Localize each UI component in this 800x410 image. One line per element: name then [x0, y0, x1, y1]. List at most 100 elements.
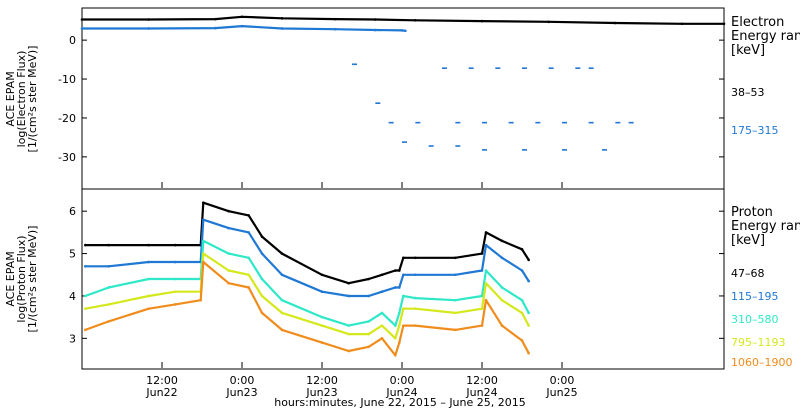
proton-series-2-point	[484, 269, 488, 272]
electron-series-1-scatter-point	[522, 149, 527, 151]
proton-series-3-point	[398, 324, 401, 327]
proton-legend-47-68: 47–68	[731, 267, 765, 280]
proton-legend-115-195: 115–195	[731, 290, 779, 303]
proton-series-2-point	[347, 324, 350, 327]
proton-series-2-point	[227, 252, 230, 255]
electron-series-0-point	[414, 18, 417, 22]
electron-series-0-line	[82, 15, 724, 25]
proton-series-4-point	[520, 339, 524, 342]
electron-series-1-scatter-point	[615, 121, 621, 124]
proton-series-0-point	[527, 258, 530, 262]
proton-series-0-point	[107, 243, 110, 247]
proton-series-4-point	[402, 324, 405, 327]
electron-series-0-point	[722, 22, 726, 26]
electron-series-1-point	[404, 29, 407, 33]
electron-series-1-line	[82, 25, 406, 32]
proton-series-4-point	[367, 345, 370, 349]
electron-series-1-scatter-point	[468, 67, 474, 69]
electron-legend-title-3: [keV]	[731, 43, 765, 58]
proton-series-1-point	[484, 243, 488, 247]
proton-series-4-point	[199, 298, 202, 302]
electron-series-1-point	[374, 28, 377, 32]
proton-series-4-point	[347, 349, 350, 353]
time-x-axis: 12:00Jun220:00Jun2312:00Jun230:00Jun2412…	[145, 182, 578, 399]
x-tick-time-2: 12:00	[306, 374, 338, 387]
electron-series-1-scatter-point	[508, 121, 514, 124]
proton-series-3-point	[520, 311, 524, 315]
electron-series-1-scatter-point	[375, 102, 381, 104]
proton-series-0-point	[484, 231, 488, 234]
electron-series-1-scatter-point	[482, 121, 487, 124]
electron-plot-area	[80, 15, 726, 151]
proton-series-4-point	[247, 286, 250, 289]
electron-series-1-scatter-point	[562, 121, 567, 124]
electron-series-1-scatter-point	[495, 67, 501, 69]
proton-series-0-point	[227, 209, 230, 213]
proton-series-4-point	[484, 298, 488, 302]
proton-series-3-point	[107, 303, 110, 306]
electron-series-1-point	[240, 24, 244, 28]
proton-series-2-point	[520, 298, 524, 302]
proton-series-1-line	[85, 218, 530, 298]
proton-series-1-point	[320, 290, 324, 294]
proton-series-4-point	[527, 351, 530, 355]
electron-series-1-scatter-point	[535, 121, 541, 124]
x-tick-time-3: 0:00	[390, 374, 415, 387]
electron-series-1-scatter-point	[455, 121, 461, 124]
proton-series-3-line	[85, 252, 530, 340]
proton-series-3-point	[347, 332, 350, 336]
electron-series-0-point	[614, 21, 617, 25]
proton-series-2-point	[84, 294, 87, 298]
electron-ylabel-3: [1/(cm²s ster MeV)]	[26, 46, 39, 153]
proton-series-3-point	[380, 324, 384, 327]
electron-series-0-point	[547, 20, 550, 24]
proton-series-0-point	[147, 243, 150, 247]
electron-series-0-point	[214, 17, 217, 21]
proton-series-2-point	[398, 311, 401, 315]
proton-series-0-point	[367, 277, 370, 281]
proton-legend-title-3: [keV]	[731, 233, 765, 248]
proton-series-4-point	[260, 311, 264, 315]
proton-series-1-point	[380, 290, 384, 294]
proton-series-4-point	[227, 281, 230, 285]
proton-series-0-point	[520, 248, 524, 251]
electron-ylabel-2: log(Electron Flux)	[15, 51, 28, 148]
proton-series-4-point	[398, 341, 401, 344]
proton-series-0-point	[247, 214, 250, 217]
electron-series-1-scatter-point	[428, 145, 434, 147]
proton-series-0-point	[402, 256, 405, 260]
proton-series-4-point	[84, 328, 87, 332]
electron-y-axis: 0 -10 -20 -30	[58, 34, 724, 164]
electron-series-1-scatter-point	[628, 121, 634, 124]
x-tick-date-4: Jun24	[465, 386, 497, 399]
proton-series-2-line	[84, 239, 530, 327]
proton-legend-title-1: Proton	[731, 205, 773, 220]
x-axis-title: hours:minutes, June 22, 2015 – June 25, …	[274, 396, 526, 409]
proton-series-0-point	[202, 201, 205, 205]
proton-series-3-point	[367, 332, 370, 336]
proton-series-1-point	[500, 256, 504, 260]
proton-series-0-point	[414, 256, 417, 260]
proton-series-0-point	[84, 243, 87, 247]
proton-series-2-point	[402, 294, 405, 298]
proton-series-1-point	[454, 273, 457, 277]
electron-ylabel-1: ACE EPAM	[4, 71, 17, 126]
x-tick-date-0: Jun22	[145, 386, 177, 399]
proton-series-3-point	[202, 252, 205, 255]
proton-series-4-point	[202, 260, 205, 264]
proton-series-2-point	[320, 315, 324, 319]
proton-series-2-point	[454, 298, 457, 302]
electron-series-1-scatter-point	[402, 141, 407, 143]
proton-plot-area	[84, 201, 530, 357]
proton-series-0-point	[394, 269, 397, 272]
proton-panel-frame	[81, 188, 725, 370]
electron-series-1-scatter-point	[562, 149, 567, 151]
proton-series-0-point	[398, 269, 401, 272]
proton-series-1-point	[402, 273, 405, 277]
electron-series-1-point	[334, 27, 337, 31]
proton-series-3-point	[402, 307, 405, 310]
proton-series-2-point	[500, 286, 504, 289]
electron-series-1-scatter-point	[442, 67, 447, 69]
proton-series-1-point	[107, 264, 110, 268]
